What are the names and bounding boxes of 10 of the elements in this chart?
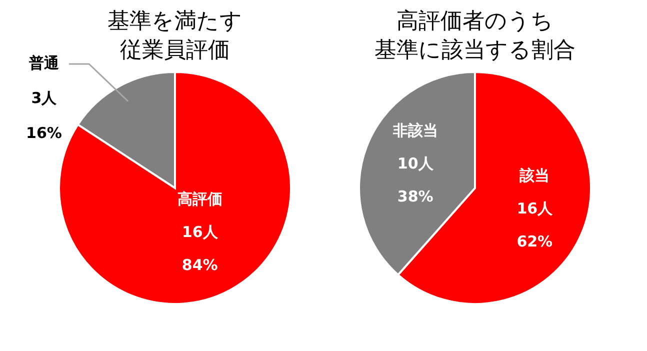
- chart-title: 高評価者のうち基準に該当する割合: [374, 9, 576, 63]
- slice-label: 該当: [518, 166, 550, 185]
- data-label: 3人 16%: [26, 89, 62, 142]
- slice-label: 普通: [28, 54, 60, 72]
- slice-label: 非該当: [392, 121, 438, 140]
- chart-title: 基準を満たす従業員評価: [108, 9, 242, 63]
- data-label: 10人 38%: [397, 154, 434, 206]
- data-label: 16人 84%: [182, 222, 219, 274]
- data-label: 16人 62%: [516, 200, 554, 251]
- slice-label: 高評価: [177, 190, 222, 208]
